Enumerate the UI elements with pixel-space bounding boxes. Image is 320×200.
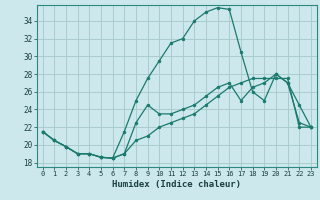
X-axis label: Humidex (Indice chaleur): Humidex (Indice chaleur) [112,180,241,189]
